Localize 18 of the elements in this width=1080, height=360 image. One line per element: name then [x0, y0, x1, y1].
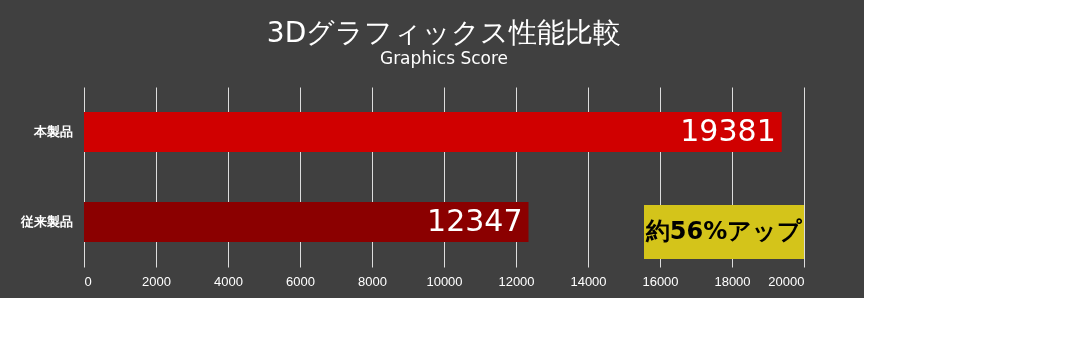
x-tick-label: 20000	[768, 273, 805, 289]
x-tick-label: 6000	[286, 273, 315, 289]
x-tick-label: 8000	[358, 273, 387, 289]
x-tick-label: 2000	[142, 273, 171, 289]
chart-title: 3Dグラフィックス性能比較	[266, 16, 622, 49]
y-tick-label: 従来製品	[19, 214, 73, 229]
data-label: 12347	[427, 203, 523, 238]
x-tick-label: 0	[84, 273, 92, 289]
x-tick-label: 16000	[642, 273, 679, 289]
x-tick-label: 10000	[426, 273, 463, 289]
x-tick-label: 12000	[498, 273, 535, 289]
x-tick-label: 18000	[714, 273, 751, 289]
x-tick-label: 14000	[570, 273, 607, 289]
annotation: 約56%アップ	[644, 217, 804, 245]
chart-subtitle: Graphics Score	[379, 48, 509, 68]
data-label: 19381	[680, 113, 776, 148]
x-tick-label: 4000	[214, 273, 243, 289]
y-tick-label: 本製品	[32, 124, 73, 139]
